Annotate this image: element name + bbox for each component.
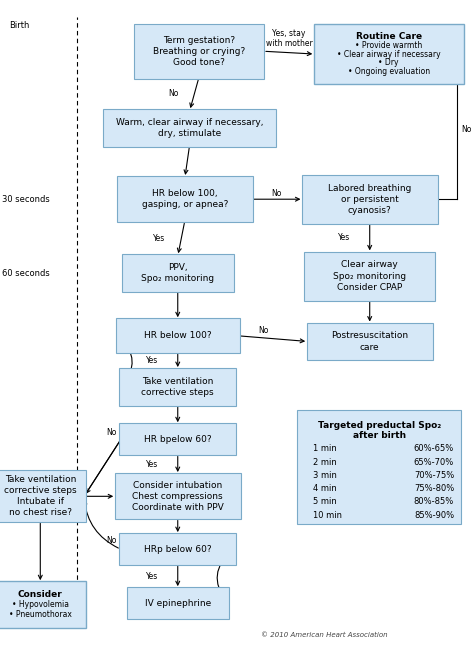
Text: 60%-65%: 60%-65% (414, 444, 454, 453)
Text: PPV,
Spo₂ monitoring: PPV, Spo₂ monitoring (141, 263, 214, 283)
Text: after birth: after birth (353, 431, 406, 439)
Text: 4 min: 4 min (313, 484, 337, 493)
Text: 70%-75%: 70%-75% (414, 471, 454, 480)
Text: No: No (168, 89, 178, 98)
Text: 60 seconds: 60 seconds (2, 269, 50, 278)
Text: HR below 100,
gasping, or apnea?: HR below 100, gasping, or apnea? (142, 189, 228, 209)
Text: Yes: Yes (146, 460, 158, 469)
FancyBboxPatch shape (122, 255, 234, 292)
FancyBboxPatch shape (134, 24, 264, 79)
Text: Birth: Birth (9, 21, 30, 30)
FancyBboxPatch shape (0, 581, 86, 627)
FancyBboxPatch shape (127, 587, 229, 620)
Text: 75%-80%: 75%-80% (414, 484, 454, 493)
Text: Yes: Yes (153, 234, 165, 243)
Text: 30 seconds: 30 seconds (2, 194, 50, 203)
Text: • Dry: • Dry (378, 58, 399, 67)
FancyBboxPatch shape (119, 534, 236, 565)
Text: Consider: Consider (18, 590, 63, 599)
Text: • Clear airway if necessary: • Clear airway if necessary (337, 50, 440, 59)
Text: HR below 100?: HR below 100? (144, 331, 211, 340)
Text: Yes: Yes (146, 356, 158, 365)
FancyBboxPatch shape (297, 410, 461, 524)
Text: 1 min: 1 min (313, 444, 337, 453)
Text: No: No (461, 125, 472, 134)
FancyBboxPatch shape (103, 109, 276, 147)
FancyBboxPatch shape (117, 176, 253, 222)
Text: Routine Care: Routine Care (356, 32, 422, 41)
Text: Labored breathing
or persistent
cyanosis?: Labored breathing or persistent cyanosis… (328, 183, 411, 215)
FancyBboxPatch shape (0, 470, 86, 522)
Text: HRp below 60?: HRp below 60? (144, 545, 211, 554)
FancyBboxPatch shape (119, 424, 236, 455)
FancyBboxPatch shape (119, 368, 236, 406)
Text: Yes, stay
with mother: Yes, stay with mother (266, 29, 312, 48)
Text: Term gestation?
Breathing or crying?
Good tone?: Term gestation? Breathing or crying? Goo… (153, 36, 245, 67)
Text: Consider intubation
Chest compressions
Coordinate with PPV: Consider intubation Chest compressions C… (132, 481, 224, 512)
Text: Postresuscitation
care: Postresuscitation care (331, 331, 408, 351)
Text: Take ventilation
corrective steps
Intubate if
no chest rise?: Take ventilation corrective steps Intuba… (4, 475, 77, 517)
Text: Take ventilation
corrective steps: Take ventilation corrective steps (141, 377, 214, 397)
Text: Yes: Yes (146, 572, 158, 581)
FancyBboxPatch shape (115, 474, 241, 519)
Text: Clear airway
Spo₂ monitoring
Consider CPAP: Clear airway Spo₂ monitoring Consider CP… (333, 260, 406, 291)
Text: Yes: Yes (337, 233, 350, 242)
Text: HR bpelow 60?: HR bpelow 60? (144, 435, 211, 444)
FancyBboxPatch shape (314, 24, 464, 84)
Text: 85%-90%: 85%-90% (414, 510, 454, 519)
Text: • Pneumothorax: • Pneumothorax (9, 610, 72, 620)
Text: Targeted preductal Spo₂: Targeted preductal Spo₂ (318, 421, 441, 430)
FancyBboxPatch shape (116, 318, 240, 353)
Text: No: No (258, 326, 268, 335)
Text: • Provide warmth: • Provide warmth (355, 41, 422, 50)
Text: No: No (106, 536, 116, 545)
Text: 3 min: 3 min (313, 471, 337, 480)
Text: • Ongoing evaluation: • Ongoing evaluation (347, 67, 430, 76)
Text: 80%-85%: 80%-85% (414, 497, 454, 506)
Text: No: No (107, 428, 117, 437)
Text: No: No (271, 189, 282, 198)
FancyBboxPatch shape (304, 251, 435, 300)
Text: Warm, clear airway if necessary,
dry, stimulate: Warm, clear airway if necessary, dry, st… (116, 118, 264, 138)
Text: © 2010 American Heart Association: © 2010 American Heart Association (261, 632, 387, 638)
Text: IV epinephrine: IV epinephrine (145, 599, 211, 608)
Text: • Hypovolemia: • Hypovolemia (12, 600, 69, 609)
Text: 5 min: 5 min (313, 497, 337, 506)
Text: 65%-70%: 65%-70% (414, 457, 454, 466)
Text: 10 min: 10 min (313, 510, 342, 519)
FancyBboxPatch shape (307, 323, 433, 360)
Text: 2 min: 2 min (313, 457, 337, 466)
FancyBboxPatch shape (302, 174, 438, 224)
